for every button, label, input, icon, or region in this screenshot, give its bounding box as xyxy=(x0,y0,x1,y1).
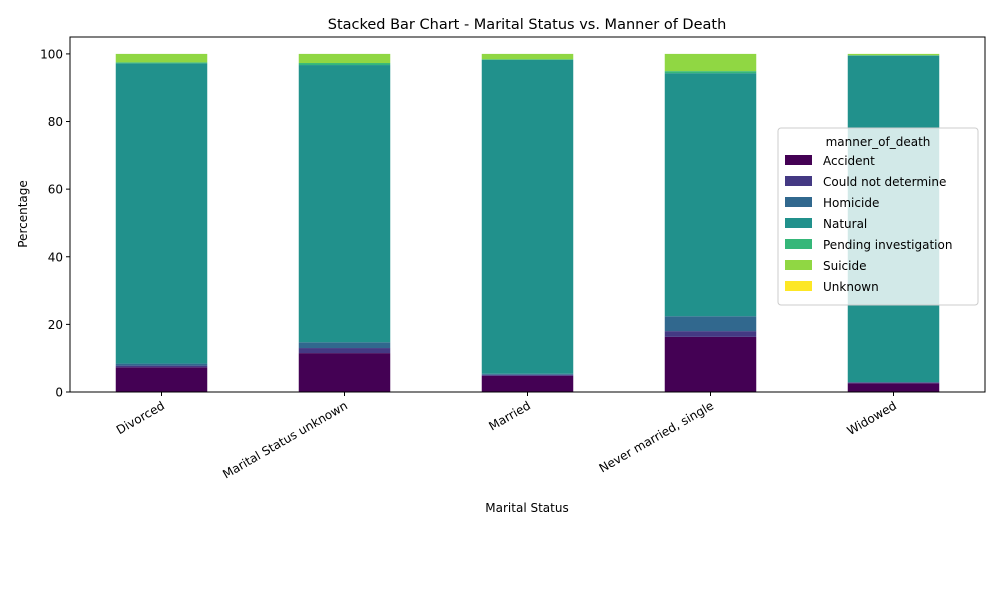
y-tick-label: 20 xyxy=(48,318,63,332)
legend-swatch xyxy=(785,155,812,165)
legend-swatch xyxy=(785,176,812,186)
bar-segment xyxy=(115,62,208,64)
x-tick-label: Widowed xyxy=(845,398,899,437)
bar-segment xyxy=(664,316,757,332)
bar-segment xyxy=(115,63,208,364)
legend-label: Could not determine xyxy=(823,175,946,189)
bar-segment xyxy=(847,382,940,384)
bar-segment xyxy=(847,53,940,56)
bar-segment xyxy=(115,367,208,392)
legend-title: manner_of_death xyxy=(826,135,931,149)
chart-title: Stacked Bar Chart - Marital Status vs. M… xyxy=(328,17,727,33)
bar-segment xyxy=(481,53,574,60)
legend-swatch xyxy=(785,260,812,270)
bar-segment xyxy=(298,353,391,392)
x-axis-label: Marital Status xyxy=(485,501,568,515)
y-tick-label: 40 xyxy=(48,250,63,264)
plot-frame xyxy=(69,36,986,393)
bar-segment xyxy=(664,336,757,392)
legend-label: Homicide xyxy=(823,196,879,210)
y-axis: 0 20 40 60 80 100 xyxy=(40,47,70,400)
y-tick-label: 80 xyxy=(48,115,63,129)
y-axis-label: Percentage xyxy=(16,180,30,248)
legend-label: Natural xyxy=(823,217,867,231)
bar-segment xyxy=(298,53,391,64)
legend-label: Pending investigation xyxy=(823,238,952,252)
legend: manner_of_death Accident Could not determi… xyxy=(777,127,979,306)
bar-segment xyxy=(481,59,574,374)
bar-segment xyxy=(664,73,757,317)
y-tick-label: 100 xyxy=(40,47,63,61)
legend-label: Suicide xyxy=(823,259,867,273)
legend-swatch xyxy=(785,239,812,249)
bar-segment xyxy=(664,71,757,74)
bar-segment xyxy=(664,331,757,337)
bar-segment xyxy=(115,53,208,63)
bar-segment xyxy=(298,348,391,354)
bar-segment xyxy=(481,375,574,392)
bar-segment xyxy=(115,363,208,366)
bar-segment xyxy=(298,65,391,343)
y-tick-label: 0 xyxy=(55,386,63,400)
bar-segment xyxy=(664,53,757,72)
bars-group xyxy=(115,53,940,392)
bar-segment xyxy=(481,59,574,60)
bar-segment xyxy=(115,365,208,368)
bar-segment xyxy=(298,63,391,66)
y-tick-label: 60 xyxy=(48,183,63,197)
legend-swatch xyxy=(785,281,812,291)
legend-label: Unknown xyxy=(823,280,879,294)
legend-swatch xyxy=(785,218,812,228)
legend-swatch xyxy=(785,197,812,207)
legend-label: Accident xyxy=(823,154,875,168)
x-axis: Divorced Marital Status unknown Married Nev… xyxy=(114,392,899,481)
x-tick-label: Married xyxy=(486,398,533,433)
legend-box xyxy=(777,127,979,306)
bar-segment xyxy=(847,383,940,392)
x-tick-label: Never married, single xyxy=(597,398,716,475)
bar-segment xyxy=(481,374,574,376)
x-tick-label: Divorced xyxy=(114,398,167,437)
x-tick-label: Marital Status unknown xyxy=(220,398,350,481)
bar-segment xyxy=(481,373,574,375)
bar-segment xyxy=(298,342,391,349)
